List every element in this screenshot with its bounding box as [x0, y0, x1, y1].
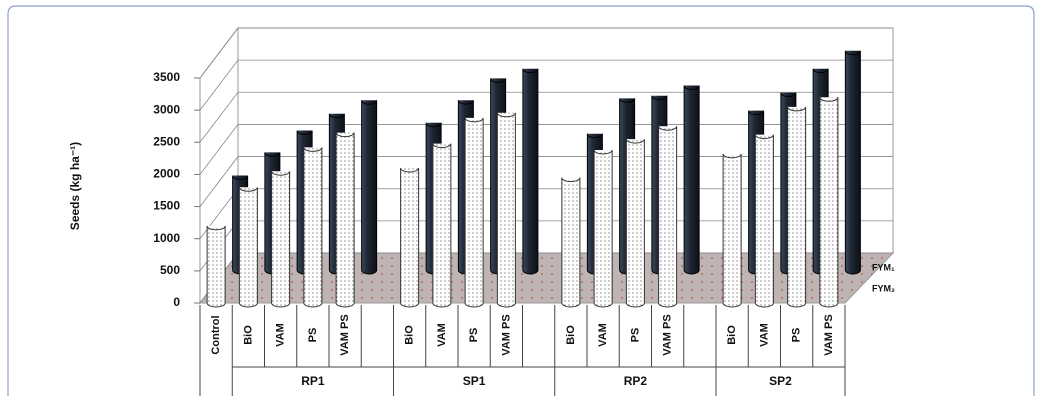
- bar: [561, 177, 581, 308]
- x-tick-label: VAM PS: [662, 314, 674, 355]
- bar: [400, 167, 420, 308]
- bar: [432, 143, 452, 308]
- bar: [593, 149, 613, 308]
- x-tick-label: VAM PS: [500, 314, 512, 355]
- bar: [206, 225, 226, 308]
- grid-line: [199, 27, 893, 79]
- legend-label: FYM₁: [872, 262, 895, 272]
- bar: [787, 106, 807, 308]
- y-tick-label: 3000: [153, 102, 180, 116]
- x-tick-label: PS: [629, 328, 641, 343]
- x-tick-label: VAM PS: [339, 314, 351, 355]
- group-label: RP2: [624, 374, 648, 388]
- bar: [625, 138, 645, 308]
- x-tick-label: VAM: [275, 323, 287, 347]
- grid-line: [199, 59, 893, 111]
- bar: [496, 112, 516, 308]
- x-tick-label: PS: [791, 328, 803, 343]
- x-tick-label: VAM: [436, 323, 448, 347]
- bar: [335, 132, 355, 308]
- x-tick-label: VAM PS: [823, 314, 835, 355]
- y-tick-label: 2000: [153, 167, 180, 181]
- bar: [722, 153, 742, 308]
- y-axis-label: Seeds (kg ha⁻¹): [68, 142, 82, 230]
- x-tick-label: VAM: [758, 323, 770, 347]
- grid-line: [199, 124, 893, 175]
- x-tick-label: PS: [468, 328, 480, 343]
- y-tick-label: 1000: [153, 231, 180, 245]
- bar: [271, 171, 291, 308]
- y-tick-label: 2500: [153, 134, 180, 148]
- x-tick-label: BiO: [565, 325, 577, 345]
- bar: [522, 68, 539, 275]
- y-tick-label: 1500: [153, 199, 180, 213]
- bar: [303, 147, 323, 308]
- bar: [464, 117, 484, 308]
- bar: [844, 50, 861, 275]
- y-tick-label: 500: [160, 263, 180, 277]
- x-tick-label: BiO: [242, 325, 254, 345]
- bar: [238, 187, 258, 308]
- bar: [754, 134, 774, 308]
- x-tick-label: VAM: [597, 323, 609, 347]
- y-tick-label: 3500: [153, 70, 180, 84]
- group-label: SP1: [463, 374, 486, 388]
- bar: [658, 126, 678, 308]
- group-label: RP1: [301, 374, 325, 388]
- frame: [7, 5, 1035, 396]
- x-tick-label: BiO: [404, 325, 416, 345]
- x-tick-label: PS: [307, 328, 319, 343]
- bar: [683, 85, 700, 275]
- x-tick-label: BiO: [726, 325, 738, 345]
- grid-line: [199, 91, 893, 143]
- x-tick-label: Control: [210, 315, 222, 354]
- legend-label: FYM₂: [872, 283, 895, 293]
- bar: [819, 97, 839, 308]
- bar: [361, 100, 378, 275]
- group-label: SP2: [769, 374, 792, 388]
- y-tick-label: 0: [173, 295, 180, 309]
